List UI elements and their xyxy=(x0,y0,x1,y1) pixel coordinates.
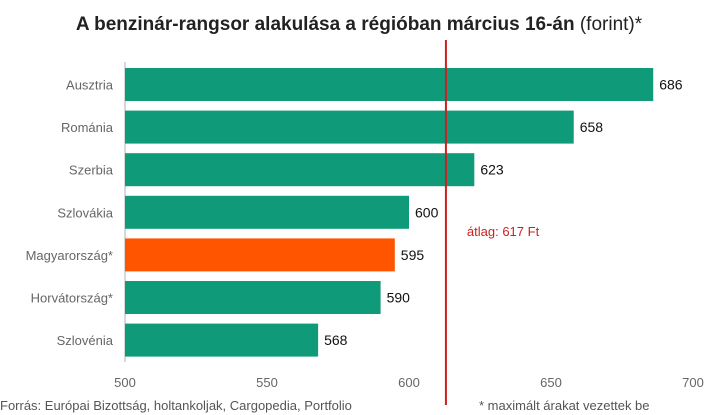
x-tick-label: 650 xyxy=(540,375,562,390)
data-label: 686 xyxy=(659,77,683,93)
bar xyxy=(125,195,409,229)
bar xyxy=(125,153,475,187)
x-tick-label: 700 xyxy=(682,375,704,390)
data-label: 600 xyxy=(415,204,439,220)
category-label: Szlovénia xyxy=(57,333,114,348)
category-label: Ausztria xyxy=(66,78,114,93)
data-label: 658 xyxy=(580,119,604,135)
category-label: Magyarország* xyxy=(26,248,113,263)
footnote: * maximált árakat vezettek be xyxy=(479,398,650,413)
category-label: Szlovákia xyxy=(57,205,113,220)
data-label: 623 xyxy=(480,162,504,178)
bar xyxy=(125,110,574,144)
data-label: 590 xyxy=(387,290,411,306)
source-note: Forrás: Európai Bizottság, holtankoljak,… xyxy=(0,398,352,413)
data-label: 568 xyxy=(324,332,348,348)
chart-title: A benzinár-rangsor alakulása a régióban … xyxy=(0,14,718,36)
x-tick-label: 500 xyxy=(114,375,136,390)
x-tick-label: 550 xyxy=(256,375,278,390)
bar xyxy=(125,68,654,101)
category-label: Horvátország* xyxy=(31,291,113,306)
chart-title-unit: (forint)* xyxy=(579,14,643,35)
category-label: Románia xyxy=(61,120,114,135)
bar xyxy=(125,281,381,314)
data-label: 595 xyxy=(401,247,425,263)
x-tick-label: 600 xyxy=(398,375,420,390)
bar xyxy=(125,238,395,272)
average-label: átlag: 617 Ft xyxy=(467,224,540,239)
category-label: Szerbia xyxy=(69,163,114,178)
bar xyxy=(125,323,319,357)
chart-title-main: A benzinár-rangsor alakulása a régióban … xyxy=(75,14,575,35)
